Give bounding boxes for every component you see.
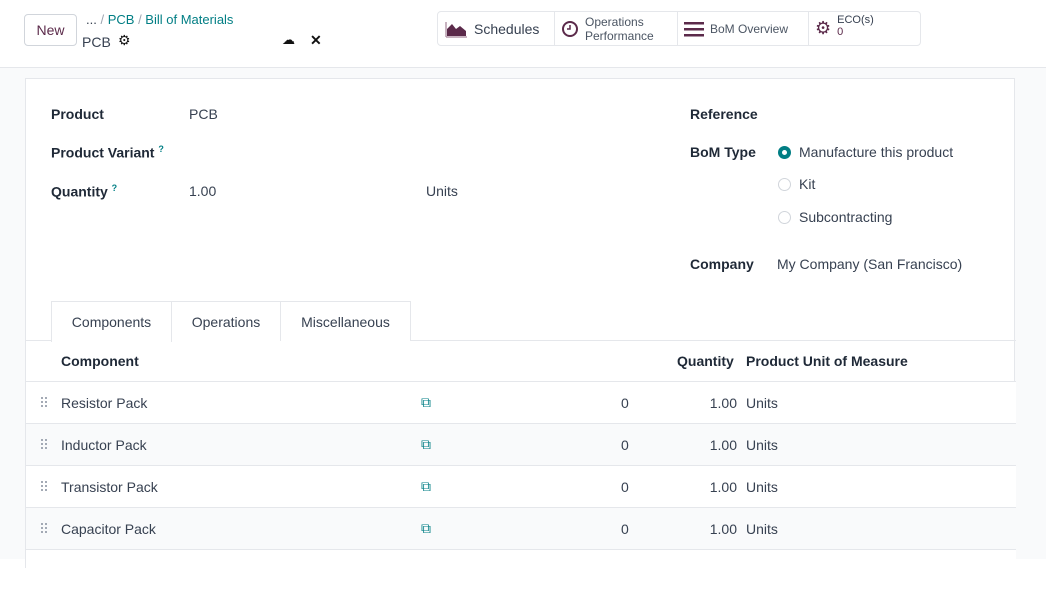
schedules-button[interactable]: Schedules	[438, 12, 555, 45]
breadcrumb: ... / PCB / Bill of Materials	[86, 12, 234, 27]
variant-label: Product Variant ?	[51, 144, 164, 161]
forecast-report-icon[interactable]: ⧉	[421, 394, 431, 410]
component-name: Transistor Pack	[61, 479, 158, 495]
component-count: 0	[621, 479, 629, 495]
breadcrumb-more[interactable]: ...	[86, 12, 97, 27]
component-uom[interactable]: Units	[746, 395, 778, 411]
component-quantity[interactable]: 1.00	[709, 437, 737, 453]
eco-count: 0	[837, 25, 844, 38]
table-row[interactable]: Capacitor Pack ⧉ 0 1.00 Units	[26, 507, 1016, 549]
component-count: 0	[621, 437, 629, 453]
gear-icon[interactable]: ⚙	[118, 32, 131, 48]
company-field[interactable]: My Company (San Francisco)	[777, 256, 963, 272]
reference-field[interactable]	[777, 104, 997, 124]
component-name: Capacitor Pack	[61, 521, 156, 537]
tab-operations[interactable]: Operations	[171, 301, 281, 341]
bom-overview-label: BoM Overview	[710, 21, 789, 36]
new-button[interactable]: New	[24, 14, 77, 46]
table-row[interactable]: Transistor Pack ⧉ 0 1.00 Units	[26, 465, 1016, 507]
col-uom[interactable]: Product Unit of Measure	[746, 353, 908, 369]
company-label: Company	[690, 256, 754, 272]
ops-line1: Operations	[585, 14, 644, 29]
radio-label: Subcontracting	[799, 209, 893, 225]
cogs-icon: ⚙	[815, 18, 832, 38]
component-uom[interactable]: Units	[746, 479, 778, 495]
variant-label-text: Product Variant	[51, 144, 155, 161]
bom-type-subcontracting[interactable]: Subcontracting	[778, 209, 892, 225]
radio-unchecked[interactable]	[778, 210, 791, 224]
component-count: 0	[621, 395, 629, 411]
drag-handle-icon[interactable]	[40, 438, 48, 450]
component-quantity[interactable]: 1.00	[709, 521, 737, 537]
radio-label: Kit	[799, 176, 816, 192]
forecast-report-icon[interactable]: ⧉	[421, 520, 431, 536]
tab-miscellaneous[interactable]: Miscellaneous	[280, 301, 411, 341]
operations-performance-button[interactable]: Operations Performance	[555, 12, 678, 45]
reference-label: Reference	[690, 106, 758, 122]
bom-type-manufacture[interactable]: Manufacture this product	[778, 144, 953, 160]
component-uom[interactable]: Units	[746, 437, 778, 453]
component-quantity[interactable]: 1.00	[709, 479, 737, 495]
ops-line2: Performance	[585, 28, 654, 43]
radio-unchecked[interactable]	[778, 177, 791, 191]
close-icon[interactable]: ✕	[310, 32, 322, 48]
component-count: 0	[621, 521, 629, 537]
breadcrumb-bom[interactable]: Bill of Materials	[145, 12, 234, 27]
area-chart-icon	[445, 21, 467, 38]
quantity-field[interactable]: 1.00	[189, 183, 217, 199]
table-row[interactable]: Resistor Pack ⧉ 0 1.00 Units	[26, 381, 1016, 423]
tabs-divider	[26, 340, 1016, 341]
bom-type-kit[interactable]: Kit	[778, 176, 815, 192]
eco-label: ECO(s)	[837, 13, 874, 26]
col-component[interactable]: Component	[61, 353, 139, 369]
component-name: Inductor Pack	[61, 437, 147, 453]
smart-buttons: Schedules Operations Performance BoM Over…	[437, 11, 921, 46]
help-icon[interactable]: ?	[158, 144, 164, 154]
component-uom[interactable]: Units	[746, 521, 778, 537]
uom-field[interactable]: Units	[426, 183, 458, 199]
breadcrumb-pcb[interactable]: PCB	[107, 12, 135, 27]
variant-field[interactable]	[189, 144, 569, 162]
product-label: Product	[51, 106, 104, 122]
drag-handle-icon[interactable]	[40, 522, 48, 534]
quantity-label: Quantity ?	[51, 183, 117, 200]
tab-components[interactable]: Components	[51, 301, 172, 342]
cloud-upload-icon[interactable]: ☁	[282, 32, 295, 47]
table-row-empty	[26, 549, 1016, 591]
forecast-report-icon[interactable]: ⧉	[421, 436, 431, 452]
bom-overview-button[interactable]: BoM Overview	[678, 12, 809, 45]
record-title: PCB	[82, 34, 111, 50]
eco-button[interactable]: ⚙ ECO(s) 0	[809, 12, 919, 45]
table-row[interactable]: Inductor Pack ⧉ 0 1.00 Units	[26, 423, 1016, 465]
bars-icon	[684, 21, 704, 36]
col-quantity[interactable]: Quantity	[677, 353, 734, 369]
radio-checked[interactable]	[778, 145, 791, 159]
forecast-report-icon[interactable]: ⧉	[421, 478, 431, 494]
drag-handle-icon[interactable]	[40, 480, 48, 492]
product-field[interactable]: PCB	[189, 106, 218, 122]
component-quantity[interactable]: 1.00	[709, 395, 737, 411]
quantity-label-text: Quantity	[51, 183, 108, 200]
drag-handle-icon[interactable]	[40, 396, 48, 408]
bom-type-label: BoM Type	[690, 144, 756, 160]
radio-label: Manufacture this product	[799, 144, 954, 160]
schedules-label: Schedules	[474, 20, 540, 37]
clock-icon	[562, 20, 578, 37]
help-icon[interactable]: ?	[111, 183, 118, 193]
component-name: Resistor Pack	[61, 395, 148, 411]
